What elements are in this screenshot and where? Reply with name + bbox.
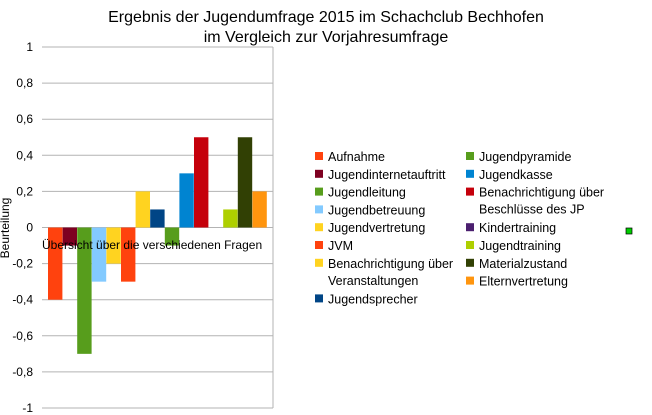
- legend-label: Jugendbetreuung: [328, 203, 425, 217]
- y-tick-label: -0,8: [12, 365, 33, 379]
- legend-label: JVM: [328, 239, 353, 253]
- legend-entry: Jugendpyramide: [466, 150, 571, 164]
- y-axis-title: Beurteilung: [0, 198, 12, 259]
- bar-jugendvertretung: [106, 227, 121, 264]
- bar-jugendpyramide: [164, 227, 180, 246]
- legend-entry: Jugendinternetauftritt: [315, 168, 446, 182]
- y-tick-label: 1: [26, 40, 33, 54]
- legend-swatch: [315, 241, 323, 249]
- legend-entry: Benachrichtigung über Veranstaltungen: [315, 257, 453, 288]
- legend-swatch: [315, 205, 323, 214]
- legend-swatch: [466, 223, 474, 232]
- y-tick-label: 0: [26, 221, 33, 235]
- legend-label: Jugendleitung: [328, 186, 406, 200]
- legend: Aufnahme Jugendinternetauftritt Jugendleit…: [315, 150, 604, 306]
- bar-aufnahme: [48, 227, 63, 300]
- legend-swatch: [315, 294, 323, 303]
- bar-jugendleitung: [77, 227, 92, 354]
- y-tick-label: 0,6: [16, 112, 33, 126]
- legend-label: Veranstaltungen: [328, 274, 418, 288]
- selection-marker: [625, 227, 633, 235]
- y-tick-label: 0,2: [16, 184, 33, 198]
- legend-swatch: [466, 258, 474, 267]
- legend-label: Jugendsprecher: [328, 292, 418, 306]
- bar-jugendsprecher: [150, 209, 165, 228]
- legend-entry: Kindertraining: [466, 221, 556, 235]
- bar-elternvertretung: [252, 191, 267, 228]
- legend-swatch: [466, 187, 474, 196]
- chart-title-line-1: Ergebnis der Jugendumfrage 2015 im Schac…: [108, 9, 544, 26]
- legend-swatch: [315, 258, 323, 267]
- bar-jugendinternetauftritt: [62, 227, 77, 246]
- y-tick-label: -0,2: [12, 257, 33, 271]
- legend-swatch: [315, 152, 323, 160]
- bar-benachrichtigung-ber-veranstaltungen: [135, 191, 150, 228]
- legend-label: Jugendvertretung: [328, 221, 425, 235]
- y-tick-label: -0,6: [12, 329, 33, 343]
- bar-jvm: [121, 227, 136, 282]
- y-tick-label: 0,4: [16, 148, 33, 162]
- legend-swatch: [315, 223, 323, 232]
- legend-entry: Jugendsprecher: [315, 292, 418, 306]
- legend-entry: Materialzustand: [466, 257, 567, 271]
- legend-swatch: [315, 187, 323, 196]
- legend-label: Jugendtraining: [479, 239, 561, 253]
- legend-entry: Aufnahme: [315, 150, 385, 164]
- y-tick-label: 0,8: [16, 76, 33, 90]
- bar-materialzustand: [237, 137, 253, 228]
- legend-swatch: [466, 169, 474, 178]
- x-axis-title: Übersicht über die verschiedenen Fragen: [42, 238, 262, 252]
- legend-label: Beschlüsse des JP: [479, 203, 585, 217]
- legend-swatch: [315, 169, 323, 178]
- chart-title-line-2: im Vergleich zur Vorjahresumfrage: [204, 29, 449, 46]
- legend-entry: Benachrichtigung über Beschlüsse des JP: [466, 186, 604, 217]
- legend-label: Jugendkasse: [479, 168, 553, 182]
- bar-jugendbetreuung: [91, 227, 107, 282]
- y-tick-labels: 1 0,8 0,6 0,4 0,2 0 -0,2 -0,4 -0,6 -0,8 -1: [12, 40, 33, 415]
- legend-entry: Jugendbetreuung: [315, 203, 425, 217]
- legend-label: Materialzustand: [479, 257, 567, 271]
- chart-title: Ergebnis der Jugendumfrage 2015 im Schac…: [108, 9, 544, 46]
- legend-label: Elternvertretung: [479, 275, 568, 289]
- legend-entry: Jugendkasse: [466, 168, 553, 182]
- y-tick-label: -1: [22, 401, 33, 415]
- legend-entry: JVM: [315, 239, 353, 253]
- bar-benachrichtigung-ber-beschl-sse-des-jp: [194, 137, 209, 228]
- bar-jugendtraining: [223, 209, 238, 228]
- legend-entry: Elternvertretung: [466, 275, 568, 289]
- bar-jugendkasse: [179, 173, 194, 228]
- legend-label: Jugendpyramide: [479, 150, 571, 164]
- legend-entry: Jugendleitung: [315, 186, 406, 200]
- legend-label: Benachrichtigung über: [479, 186, 604, 200]
- legend-swatch: [466, 276, 474, 285]
- legend-swatch: [466, 241, 474, 249]
- legend-label: Aufnahme: [328, 150, 385, 164]
- bars: [48, 137, 267, 354]
- legend-swatch: [466, 152, 474, 160]
- legend-entry: Jugendvertretung: [315, 221, 425, 235]
- legend-label: Kindertraining: [479, 221, 556, 235]
- y-tick-label: -0,4: [12, 293, 33, 307]
- legend-label: Benachrichtigung über: [328, 257, 453, 271]
- legend-entry: Jugendtraining: [466, 239, 561, 253]
- legend-label: Jugendinternetauftritt: [328, 168, 446, 182]
